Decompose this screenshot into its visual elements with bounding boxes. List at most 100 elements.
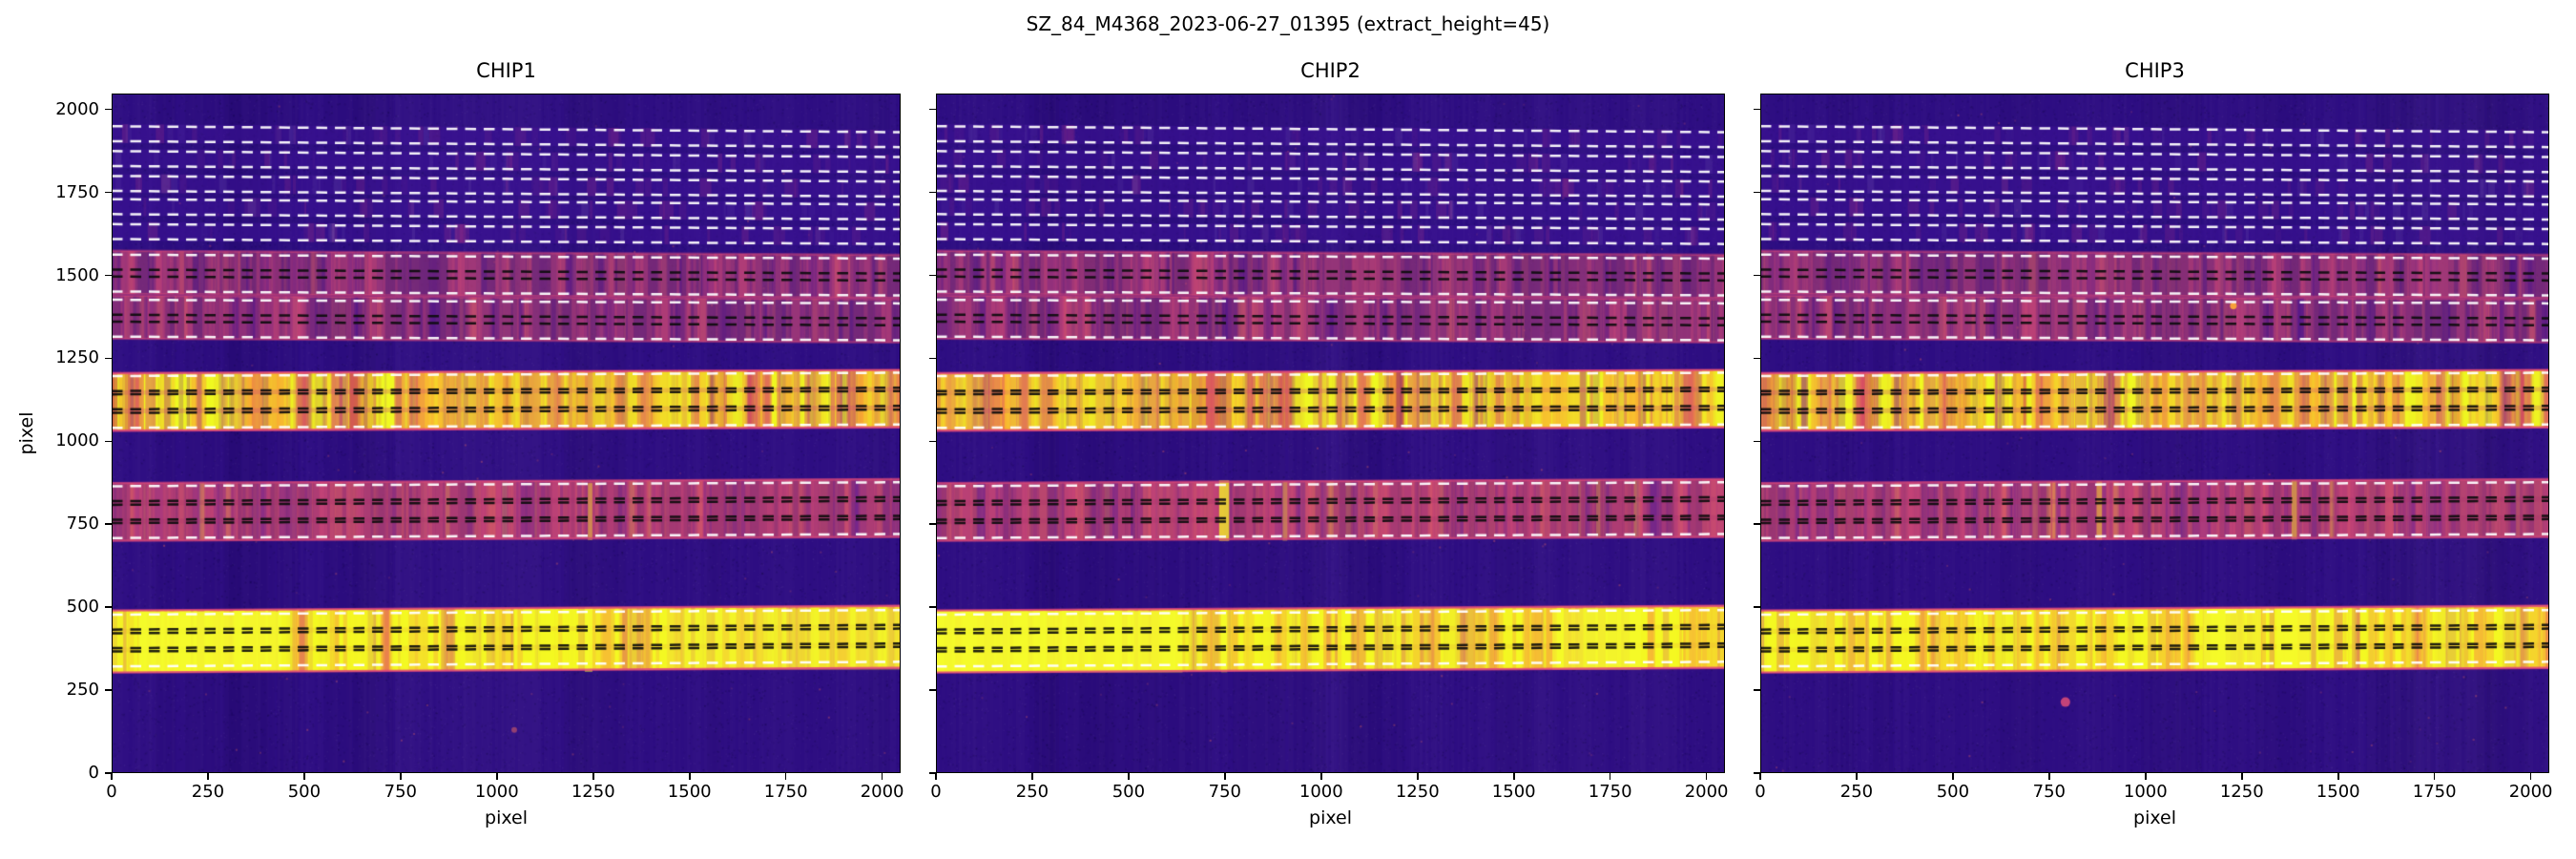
x-tick-mark	[1128, 773, 1130, 780]
x-tick-label: 500	[287, 782, 322, 802]
y-tick-mark	[105, 108, 112, 111]
x-tick-label: 0	[1755, 782, 1766, 802]
x-tick-label: 1250	[1395, 782, 1440, 802]
x-tick-mark	[1320, 773, 1322, 780]
y-tick-mark	[105, 523, 112, 526]
y-tick-mark	[105, 689, 112, 691]
y-tick-mark	[929, 523, 936, 526]
y-tick-mark	[1754, 191, 1760, 194]
panel-title-chip2: CHIP2	[1300, 59, 1361, 82]
y-tick-mark	[1754, 772, 1760, 774]
chip2-x-axis-label: pixel	[1309, 807, 1352, 828]
x-tick-label: 250	[1839, 782, 1874, 802]
x-tick-label: 250	[1015, 782, 1049, 802]
y-tick-mark	[1754, 108, 1760, 111]
x-tick-label: 0	[106, 782, 117, 802]
y-tick-label: 250	[66, 680, 99, 701]
chip3-x-axis-label: pixel	[2133, 807, 2176, 828]
x-tick-label: 1500	[1491, 782, 1536, 802]
x-tick-label: 2000	[2508, 782, 2553, 802]
x-tick-mark	[496, 773, 498, 780]
x-tick-label: 1250	[571, 782, 615, 802]
chip3-spectral-image	[1760, 94, 2549, 773]
x-tick-label: 1500	[2316, 782, 2360, 802]
figure-title: SZ_84_M4368_2023-06-27_01395 (extract_he…	[1026, 12, 1550, 35]
x-tick-label: 750	[384, 782, 418, 802]
x-tick-mark	[400, 773, 402, 780]
x-tick-label: 1750	[763, 782, 808, 802]
y-tick-label: 500	[66, 597, 99, 618]
x-tick-mark	[1512, 773, 1515, 780]
x-tick-mark	[935, 773, 937, 780]
x-tick-label: 1750	[2412, 782, 2457, 802]
y-tick-mark	[929, 191, 936, 194]
y-tick-mark	[105, 440, 112, 443]
x-tick-mark	[2433, 773, 2436, 780]
y-tick-label: 2000	[55, 98, 99, 119]
x-tick-mark	[111, 773, 113, 780]
y-tick-mark	[105, 606, 112, 608]
x-tick-label: 500	[1111, 782, 1146, 802]
x-tick-label: 750	[2032, 782, 2067, 802]
y-tick-mark	[1754, 689, 1760, 691]
x-tick-mark	[784, 773, 787, 780]
x-tick-label: 1250	[2219, 782, 2264, 802]
y-tick-mark	[105, 191, 112, 194]
y-tick-mark	[929, 689, 936, 691]
y-tick-mark	[1754, 274, 1760, 277]
x-tick-label: 250	[191, 782, 225, 802]
x-tick-label: 1000	[1298, 782, 1343, 802]
x-tick-mark	[2337, 773, 2339, 780]
y-tick-mark	[929, 274, 936, 277]
x-tick-label: 1000	[474, 782, 519, 802]
x-tick-mark	[1224, 773, 1226, 780]
y-tick-mark	[929, 108, 936, 111]
y-tick-label: 1750	[55, 181, 99, 202]
x-tick-mark	[2529, 773, 2532, 780]
y-tick-mark	[1754, 523, 1760, 526]
x-tick-mark	[207, 773, 209, 780]
x-tick-mark	[688, 773, 691, 780]
y-tick-mark	[929, 357, 936, 360]
x-tick-label: 0	[930, 782, 942, 802]
panel-title-chip3: CHIP3	[2125, 59, 2185, 82]
chip1-x-axis-label: pixel	[485, 807, 528, 828]
chip2-spectral-image	[936, 94, 1725, 773]
y-tick-mark	[105, 274, 112, 277]
x-tick-label: 2000	[860, 782, 904, 802]
y-tick-mark	[105, 772, 112, 774]
x-tick-label: 750	[1208, 782, 1242, 802]
x-tick-label: 2000	[1684, 782, 1729, 802]
y-tick-mark	[929, 440, 936, 443]
x-tick-label: 1500	[667, 782, 712, 802]
y-tick-mark	[1754, 440, 1760, 443]
x-tick-mark	[303, 773, 305, 780]
x-tick-label: 1750	[1588, 782, 1632, 802]
x-tick-mark	[1416, 773, 1419, 780]
y-tick-label: 0	[88, 763, 99, 783]
x-tick-mark	[2145, 773, 2147, 780]
x-tick-mark	[1031, 773, 1033, 780]
x-tick-mark	[2240, 773, 2243, 780]
x-tick-mark	[2048, 773, 2050, 780]
y-tick-mark	[929, 772, 936, 774]
x-tick-label: 1000	[2123, 782, 2168, 802]
x-tick-mark	[1952, 773, 1954, 780]
x-tick-mark	[1609, 773, 1611, 780]
y-tick-label: 1250	[55, 347, 99, 368]
x-tick-mark	[1759, 773, 1761, 780]
x-tick-mark	[1705, 773, 1708, 780]
x-tick-mark	[1856, 773, 1858, 780]
panel-title-chip1: CHIP1	[476, 59, 536, 82]
y-tick-label: 1500	[55, 264, 99, 285]
y-tick-label: 1000	[55, 430, 99, 451]
y-tick-label: 750	[66, 513, 99, 534]
x-tick-mark	[881, 773, 883, 780]
y-tick-mark	[1754, 606, 1760, 608]
chip1-spectral-image	[112, 94, 901, 773]
y-tick-mark	[1754, 357, 1760, 360]
y-tick-mark	[929, 606, 936, 608]
x-tick-label: 500	[1936, 782, 1970, 802]
y-tick-mark	[105, 357, 112, 360]
